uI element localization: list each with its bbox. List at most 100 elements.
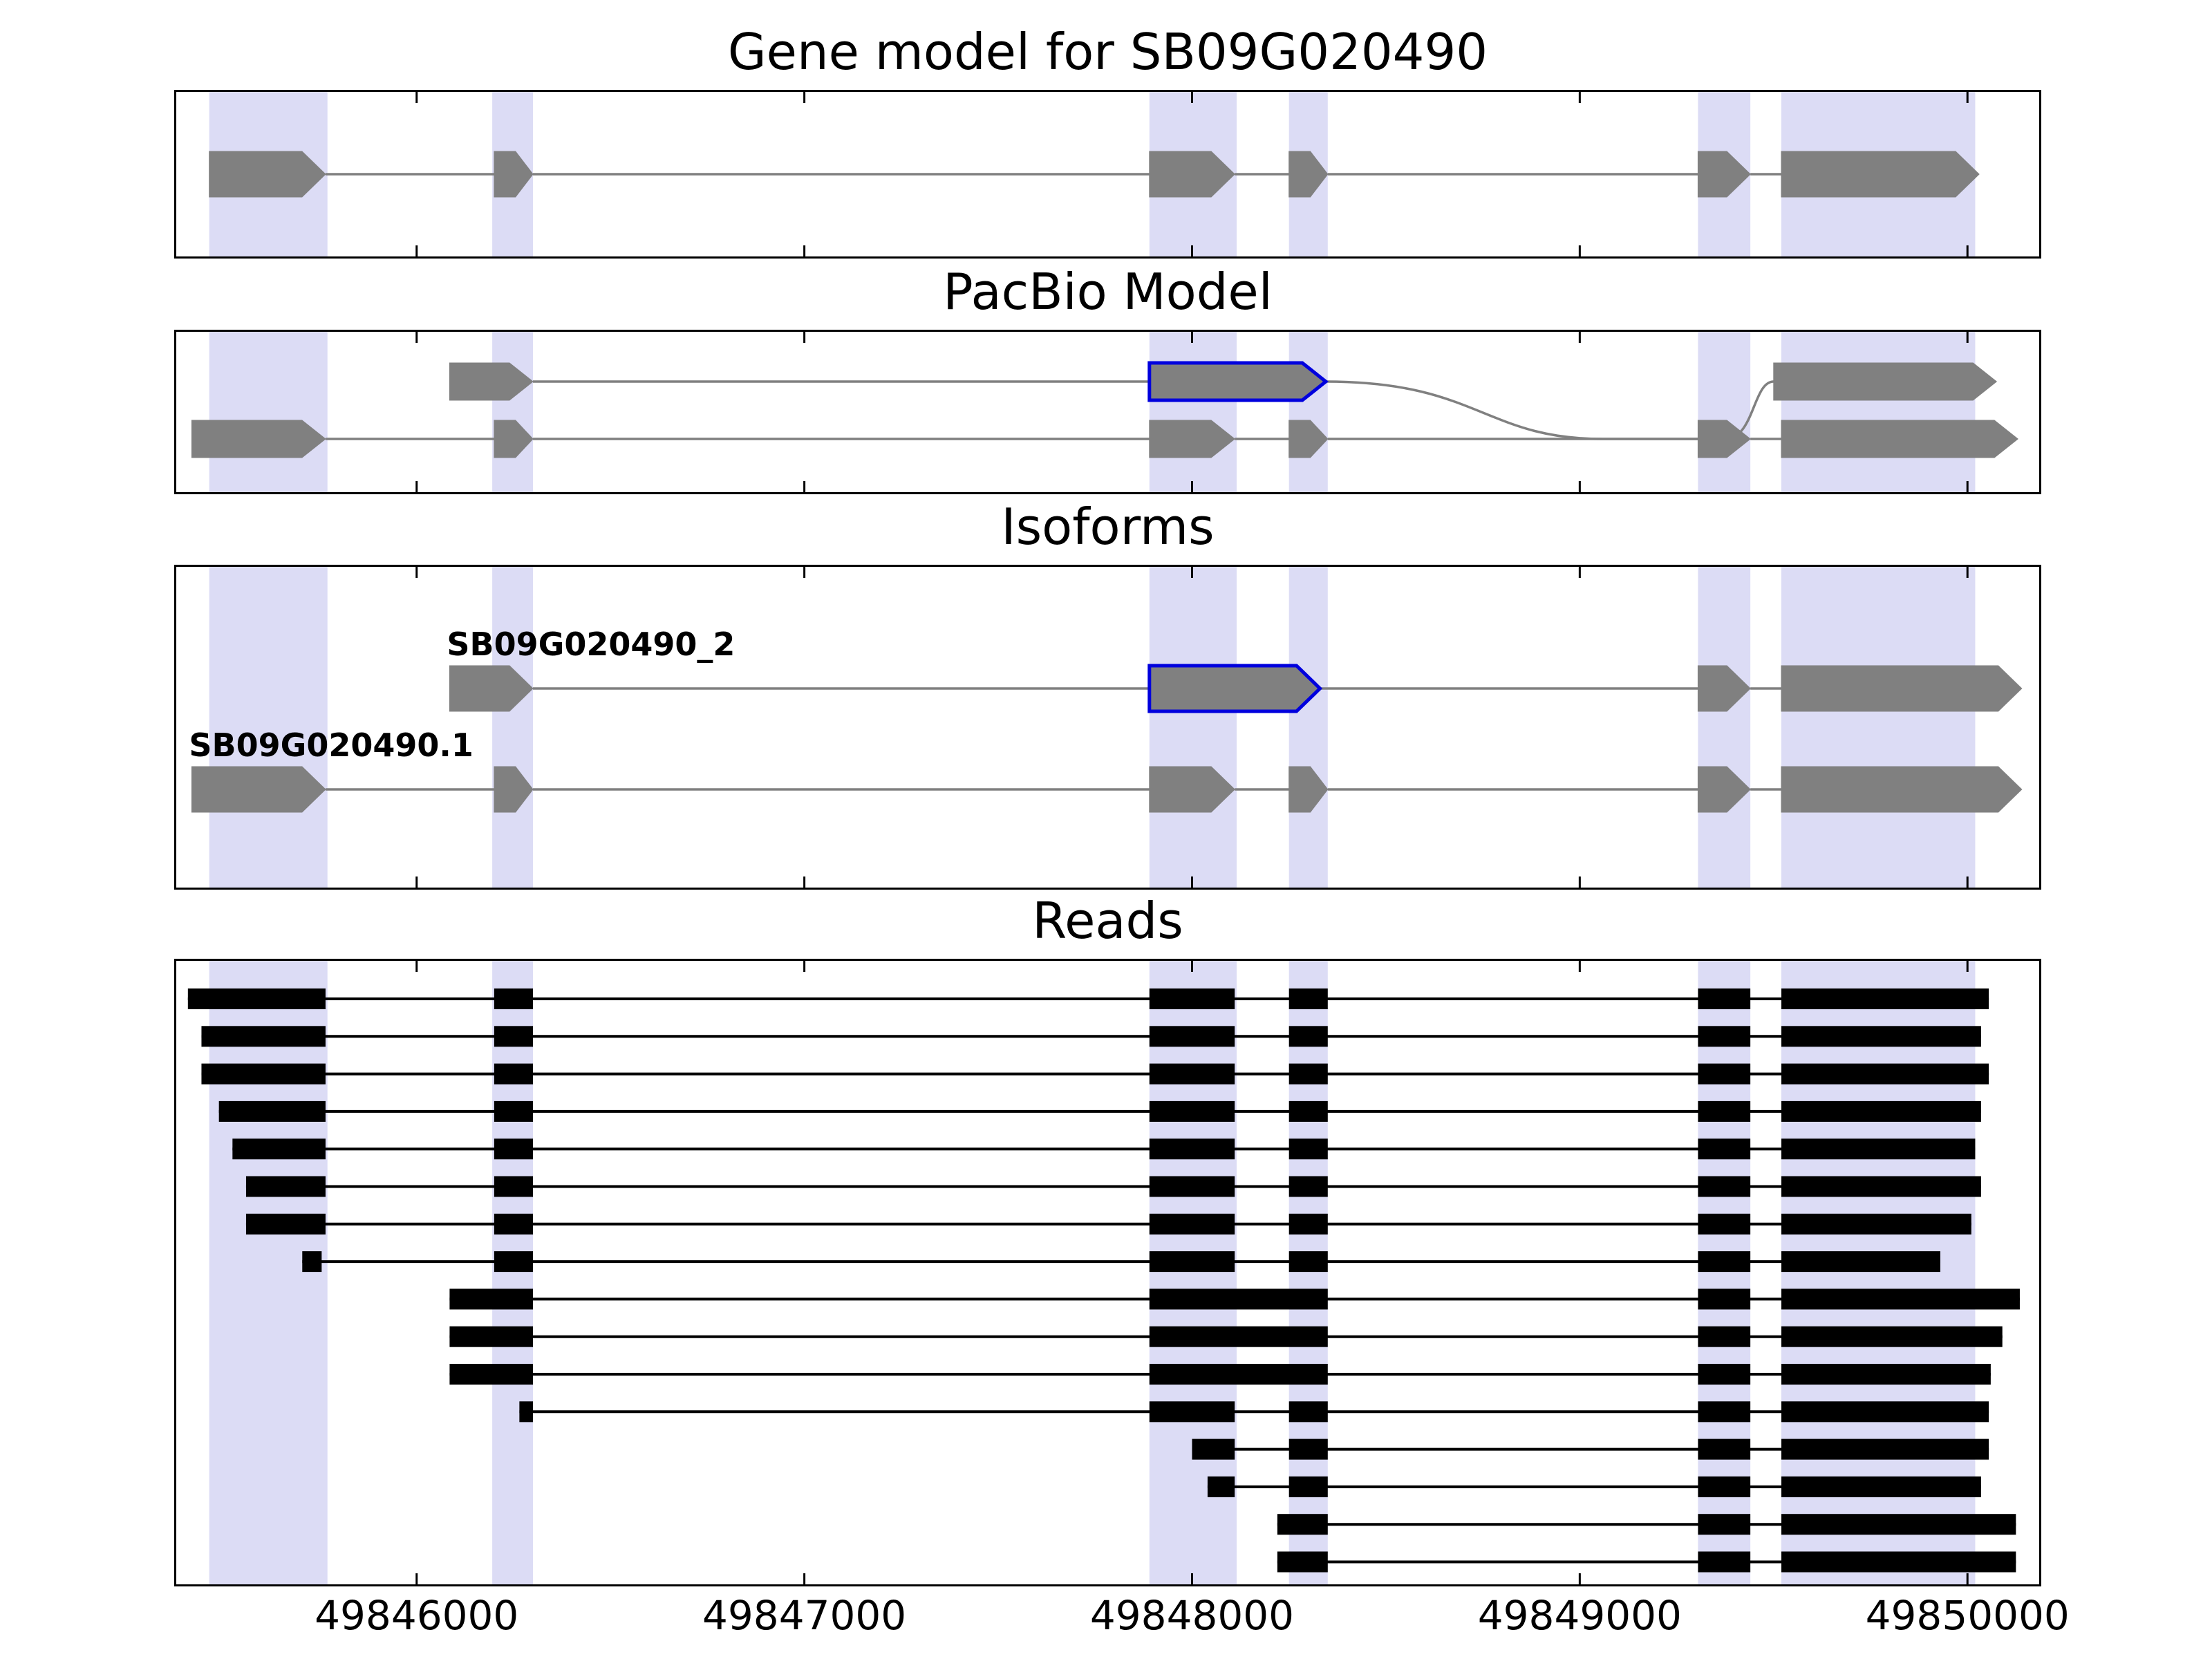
exon [1697,766,1751,813]
read-block [1149,988,1235,1009]
selected-exon [1147,664,1323,713]
highlight-band [1149,567,1237,888]
exon [1697,665,1751,712]
highlight-band [209,567,328,888]
read-block [449,1288,534,1310]
gene-model-title: Gene model for SB09G020490 [727,23,1488,81]
read-block [1781,1138,1976,1160]
read-block [1781,988,1989,1009]
exon [1288,151,1329,198]
pacbio-model-panel [174,330,2041,494]
read-block [494,1100,534,1122]
read-block [1698,1364,1751,1385]
selected-exon [1147,361,1329,402]
x-tick-label: 49846000 [315,1592,519,1639]
x-tick-label: 49848000 [1089,1592,1295,1639]
highlight-band [209,961,328,1584]
x-tick-label: 49849000 [1477,1592,1682,1639]
exon [494,151,534,198]
highlight-band [492,567,534,888]
read-block [1288,1100,1328,1122]
read-block [494,1138,534,1160]
read-block [1149,1138,1235,1160]
read-block [187,988,326,1009]
read-block [1149,1251,1235,1273]
isoforms-panel [174,565,2041,890]
read-block [1698,988,1751,1009]
exon [1697,420,1751,458]
gene-model-panel [174,90,2041,259]
read-block [1149,1100,1235,1122]
panel-canvas [187,961,2020,1584]
read-block [1149,1063,1235,1085]
read-block [201,1026,326,1047]
highlight-band [492,961,534,1584]
read-block [494,1063,534,1085]
exon [494,420,534,458]
highlight-band [1781,332,1976,492]
highlight-band [1698,332,1751,492]
read-block [494,1251,534,1273]
exon [191,420,326,458]
read-block [245,1176,326,1197]
read-block [449,1326,534,1347]
read-block [494,988,534,1009]
read-block [1781,1100,1981,1122]
read-block [1698,1401,1751,1423]
read-block [1698,1326,1751,1347]
read-block [1698,1100,1751,1122]
exon [1781,151,1980,198]
read-block [1698,1438,1751,1460]
exon [1697,151,1751,198]
read-block [1781,1251,1940,1273]
exon [1149,766,1235,813]
read-block [1288,1476,1328,1497]
panel-canvas [191,567,2023,888]
read-block [1781,1176,1981,1197]
read-block [1288,1063,1328,1085]
read-block [1698,1026,1751,1047]
read-block [1781,1026,1981,1047]
read-block [1207,1476,1235,1497]
read-block [1698,1063,1751,1085]
read-block [1781,1476,1981,1497]
read-block [1277,1514,1328,1535]
read-block [201,1063,326,1085]
read-block [1288,1213,1328,1235]
highlight-band [1698,567,1751,888]
read-block [449,1364,534,1385]
exon [1149,420,1235,458]
exon [1149,151,1235,198]
read-block [1698,1288,1751,1310]
highlight-band [1149,332,1237,492]
read-block [1698,1213,1751,1235]
read-block [1192,1438,1235,1460]
read-block [245,1213,326,1235]
read-block [1781,1063,1989,1085]
highlight-band [209,332,328,492]
x-tick-label: 49850000 [1865,1592,2070,1639]
panel-canvas [209,92,1980,256]
read-block [1781,1364,1991,1385]
read-block [1288,1026,1328,1047]
highlight-band [1288,332,1328,492]
exon [1781,665,2023,712]
read-block [1781,1288,2020,1310]
read-block [1698,1476,1751,1497]
read-block [1277,1551,1328,1573]
reads-panel [174,959,2041,1586]
isoforms-title: Isoforms [1001,498,1215,556]
exon [449,665,534,712]
read-block [1288,988,1328,1009]
reads-title: Reads [1032,892,1183,950]
highlight-band [1288,567,1328,888]
panel-canvas [191,332,2018,492]
exon [191,766,326,813]
exon [1781,420,2018,458]
highlight-band [492,332,534,492]
exon [1773,362,1998,401]
read-block [1781,1438,1989,1460]
read-block [519,1401,534,1423]
read-block [1781,1326,2003,1347]
read-block [302,1251,322,1273]
